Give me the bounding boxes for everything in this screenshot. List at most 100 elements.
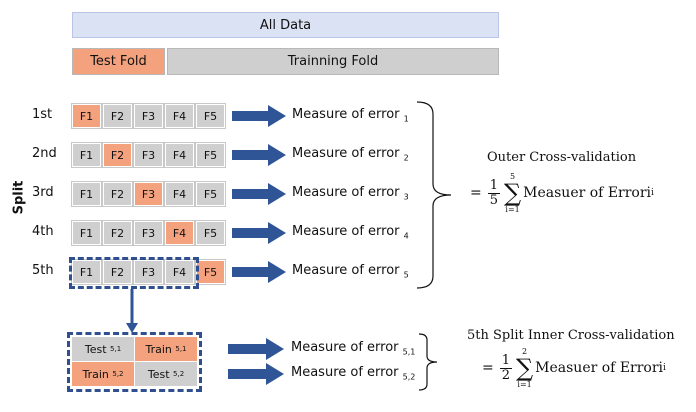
split-label: 2nd [32,146,57,161]
measure-of-error: Measure of error 4 [292,224,409,241]
measure-text: Measure of error [292,224,400,239]
measure-text: Measure of error [291,365,399,380]
inner-measure-of-error: Measure of error 5,2 [291,365,415,382]
inner-fold-cell: Test 5,1 [72,337,134,361]
fold-cell: F4 [164,181,195,207]
outer-term: Measuer of Errori [523,185,652,201]
measure-of-error: Measure of error 5 [292,263,409,280]
measure-of-error: Measure of error 2 [292,146,409,163]
arrow-right-icon [232,144,286,166]
measure-subscript: 2 [403,153,409,163]
outer-brace [416,101,452,289]
fold-cell: F1 [71,103,102,129]
inner-sum-bottom: i=1 [517,380,532,389]
fold-cell: F5 [195,103,226,129]
measure-subscript: 5 [403,270,409,280]
inner-cell-subscript: 5,2 [173,370,185,378]
sigma-icon: ∑ [516,354,534,382]
inner-cell-label: Test [84,342,107,356]
fold-cell: F2 [102,259,133,285]
inner-connector-arrow [126,289,138,333]
inner-sum: 2 ∑ i=1 [516,347,533,389]
split-label: 1st [32,107,53,122]
fold-cell: F5 [195,142,226,168]
all-data-label: All Data [259,17,312,33]
fifth-split-train-highlight [69,257,199,289]
outer-cv-title: Outer Cross-validation [487,150,637,165]
outer-fraction: 1 5 [487,177,501,208]
outer-equals: = [470,185,482,201]
fold-cell: F4 [164,103,195,129]
arrow-right-icon [232,222,286,244]
inner-term-sub: i [663,363,666,373]
inner-fraction: 1 2 [499,352,513,383]
measure-subscript: 5,2 [402,372,416,382]
inner-fold-cell: Train 5,1 [135,337,197,361]
measure-text: Measure of error [292,263,400,278]
fold-cell: F2 [102,220,133,246]
measure-subscript: 5,1 [402,347,416,357]
inner-sum-top: 2 [522,347,528,356]
all-data-bar: All Data [72,12,499,38]
measure-subscript: 3 [403,192,409,202]
fold-cell: F1 [71,181,102,207]
outer-frac-num: 1 [487,177,501,194]
outer-sum-top: 5 [510,172,516,181]
fold-cell: F3 [133,259,164,285]
fold-cell: F2 [102,181,133,207]
measure-subscript: 4 [403,231,409,241]
inner-fold-cell: Test 5,2 [135,362,197,386]
fold-cell: F1 [71,259,102,285]
inner-cell-label: Train [145,342,172,356]
arrow-right-icon [232,261,286,283]
fold-cell: F5 [195,220,226,246]
split-axis-label: Split [11,180,27,215]
fold-cell: F3 [133,220,164,246]
inner-cell-label: Test [147,367,170,381]
measure-text: Measure of error [292,146,400,161]
inner-cell-subscript: 5,1 [110,345,122,353]
measure-of-error: Measure of error 3 [292,185,409,202]
inner-fold-cell: Train 5,2 [72,362,134,386]
split-label: 3rd [32,185,54,200]
fold-cell: F3 [133,142,164,168]
training-fold-legend: Trainning Fold [167,48,499,75]
measure-of-error: Measure of error 1 [292,107,409,124]
fold-cell: F5 [195,259,226,285]
fold-cell: F3 [133,181,164,207]
arrow-right-icon [228,338,284,360]
fold-cell: F4 [164,142,195,168]
test-fold-legend: Test Fold [72,48,165,75]
inner-cell-subscript: 5,1 [175,345,187,353]
training-fold-label: Trainning Fold [287,54,379,69]
outer-term-sub: i [651,188,654,198]
inner-equals: = [482,360,494,376]
inner-measure-of-error: Measure of error 5,1 [291,340,415,357]
outer-sum: 5 ∑ i=1 [504,172,521,214]
measure-text: Measure of error [292,107,400,122]
inner-brace [418,333,438,391]
measure-text: Measure of error [291,340,399,355]
inner-term: Measuer of Errori [535,360,664,376]
inner-frac-den: 2 [501,367,511,383]
inner-cell-label: Train [82,367,109,381]
sigma-icon: ∑ [504,179,522,207]
outer-sum-bottom: i=1 [505,205,520,214]
inner-cv-title: 5th Split Inner Cross-validation [467,328,675,343]
outer-cv-formula: = 1 5 5 ∑ i=1 Measuer of Errori i [470,172,654,214]
arrow-right-icon [232,105,286,127]
outer-frac-den: 5 [489,192,499,208]
split-label: 5th [32,263,54,278]
fold-cell: F1 [71,220,102,246]
fold-cell: F2 [102,103,133,129]
measure-subscript: 1 [403,114,409,124]
fold-cell: F3 [133,103,164,129]
inner-cell-subscript: 5,2 [112,370,124,378]
test-fold-label: Test Fold [90,54,147,69]
fold-cell: F2 [102,142,133,168]
fold-cell: F5 [195,181,226,207]
inner-frac-num: 1 [499,352,513,369]
split-label: 4th [32,224,54,239]
arrow-right-icon [228,363,284,385]
inner-cv-formula: = 1 2 2 ∑ i=1 Measuer of Errori i [482,347,666,389]
